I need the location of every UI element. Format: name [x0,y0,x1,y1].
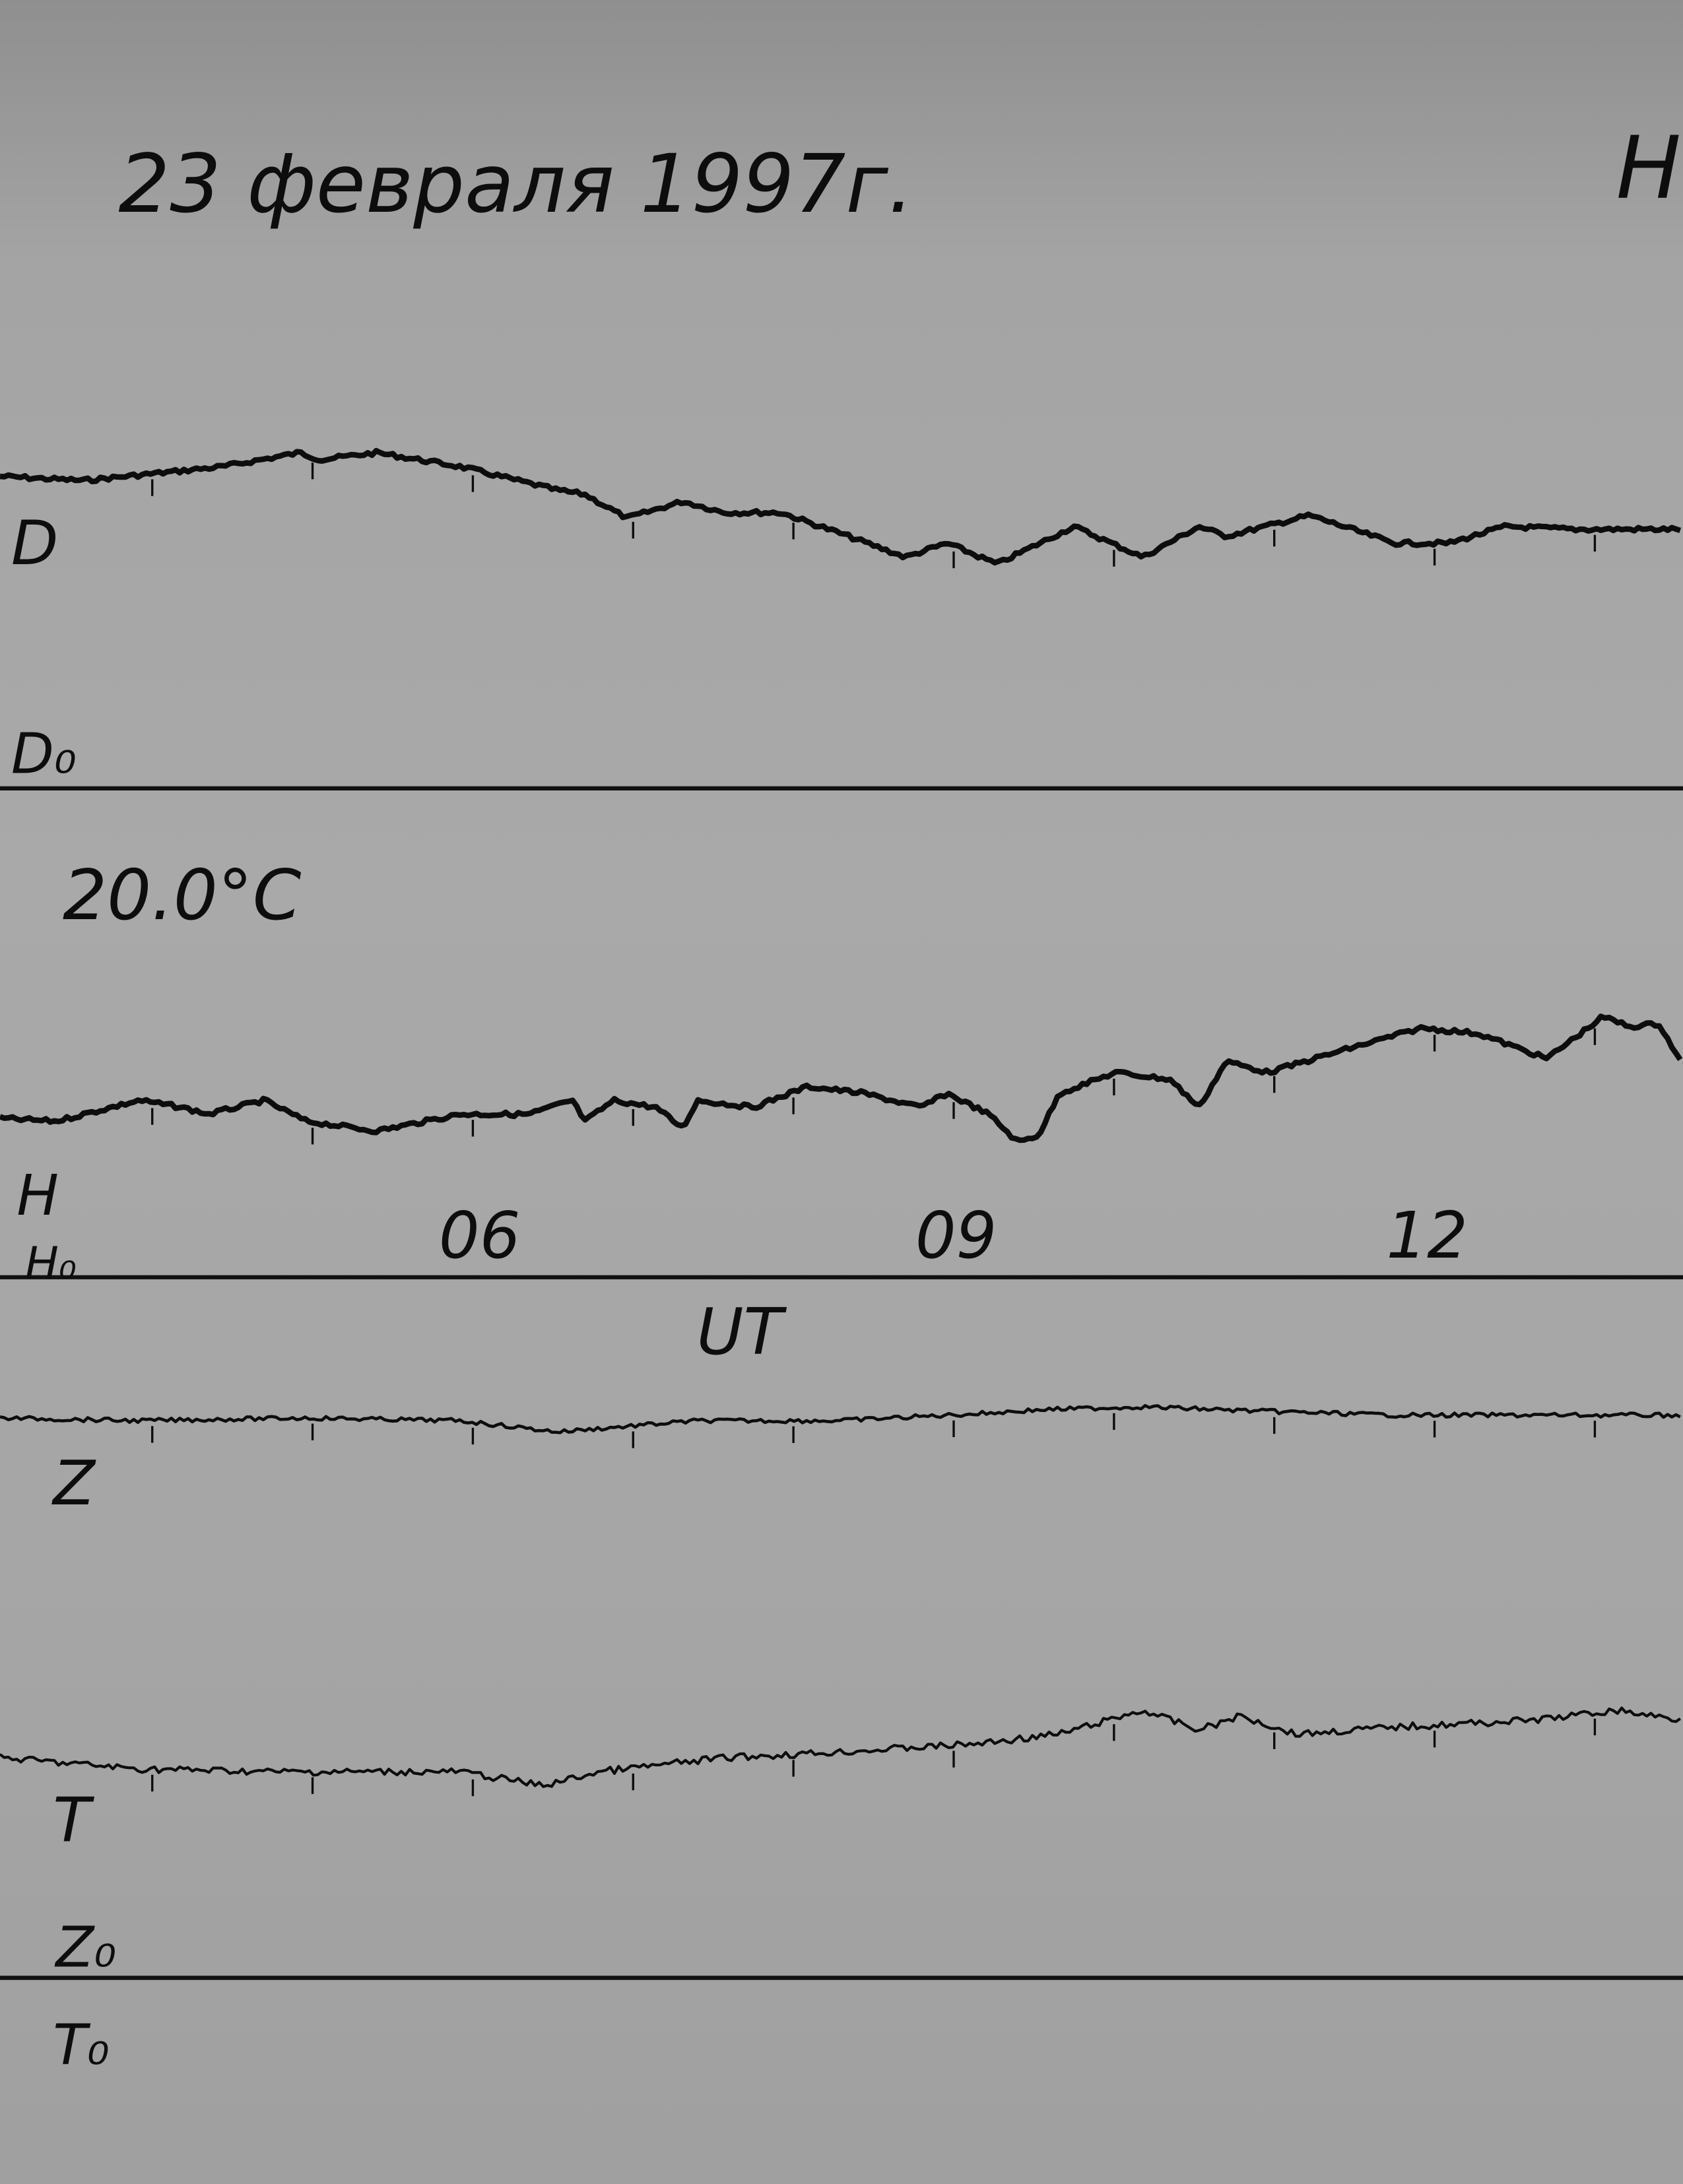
trace-d [0,447,1681,566]
label-t0: T₀ [53,2012,109,2077]
label-z0: Z₀ [54,1915,116,1980]
x-axis-label: UT [696,1295,787,1369]
x-tick-12: 12 [1386,1198,1468,1273]
label-z: Z [51,1448,96,1519]
label-d: D [11,507,59,579]
label-h: H [16,1163,58,1228]
label-d0: D₀ [11,722,77,787]
x-tick-06: 06 [439,1198,521,1273]
trace-z [0,1403,1681,1434]
temperature-label: 20.0°C [63,854,302,936]
trace-h [0,1013,1683,1143]
chart-title: 23 февраля 1997г. [118,137,913,231]
label-t: T [53,1785,94,1856]
label-h0: H₀ [25,1237,77,1289]
x-tick-09: 09 [915,1198,997,1273]
trace-t [0,1706,1681,1788]
corner-mark: Н [1616,118,1681,218]
